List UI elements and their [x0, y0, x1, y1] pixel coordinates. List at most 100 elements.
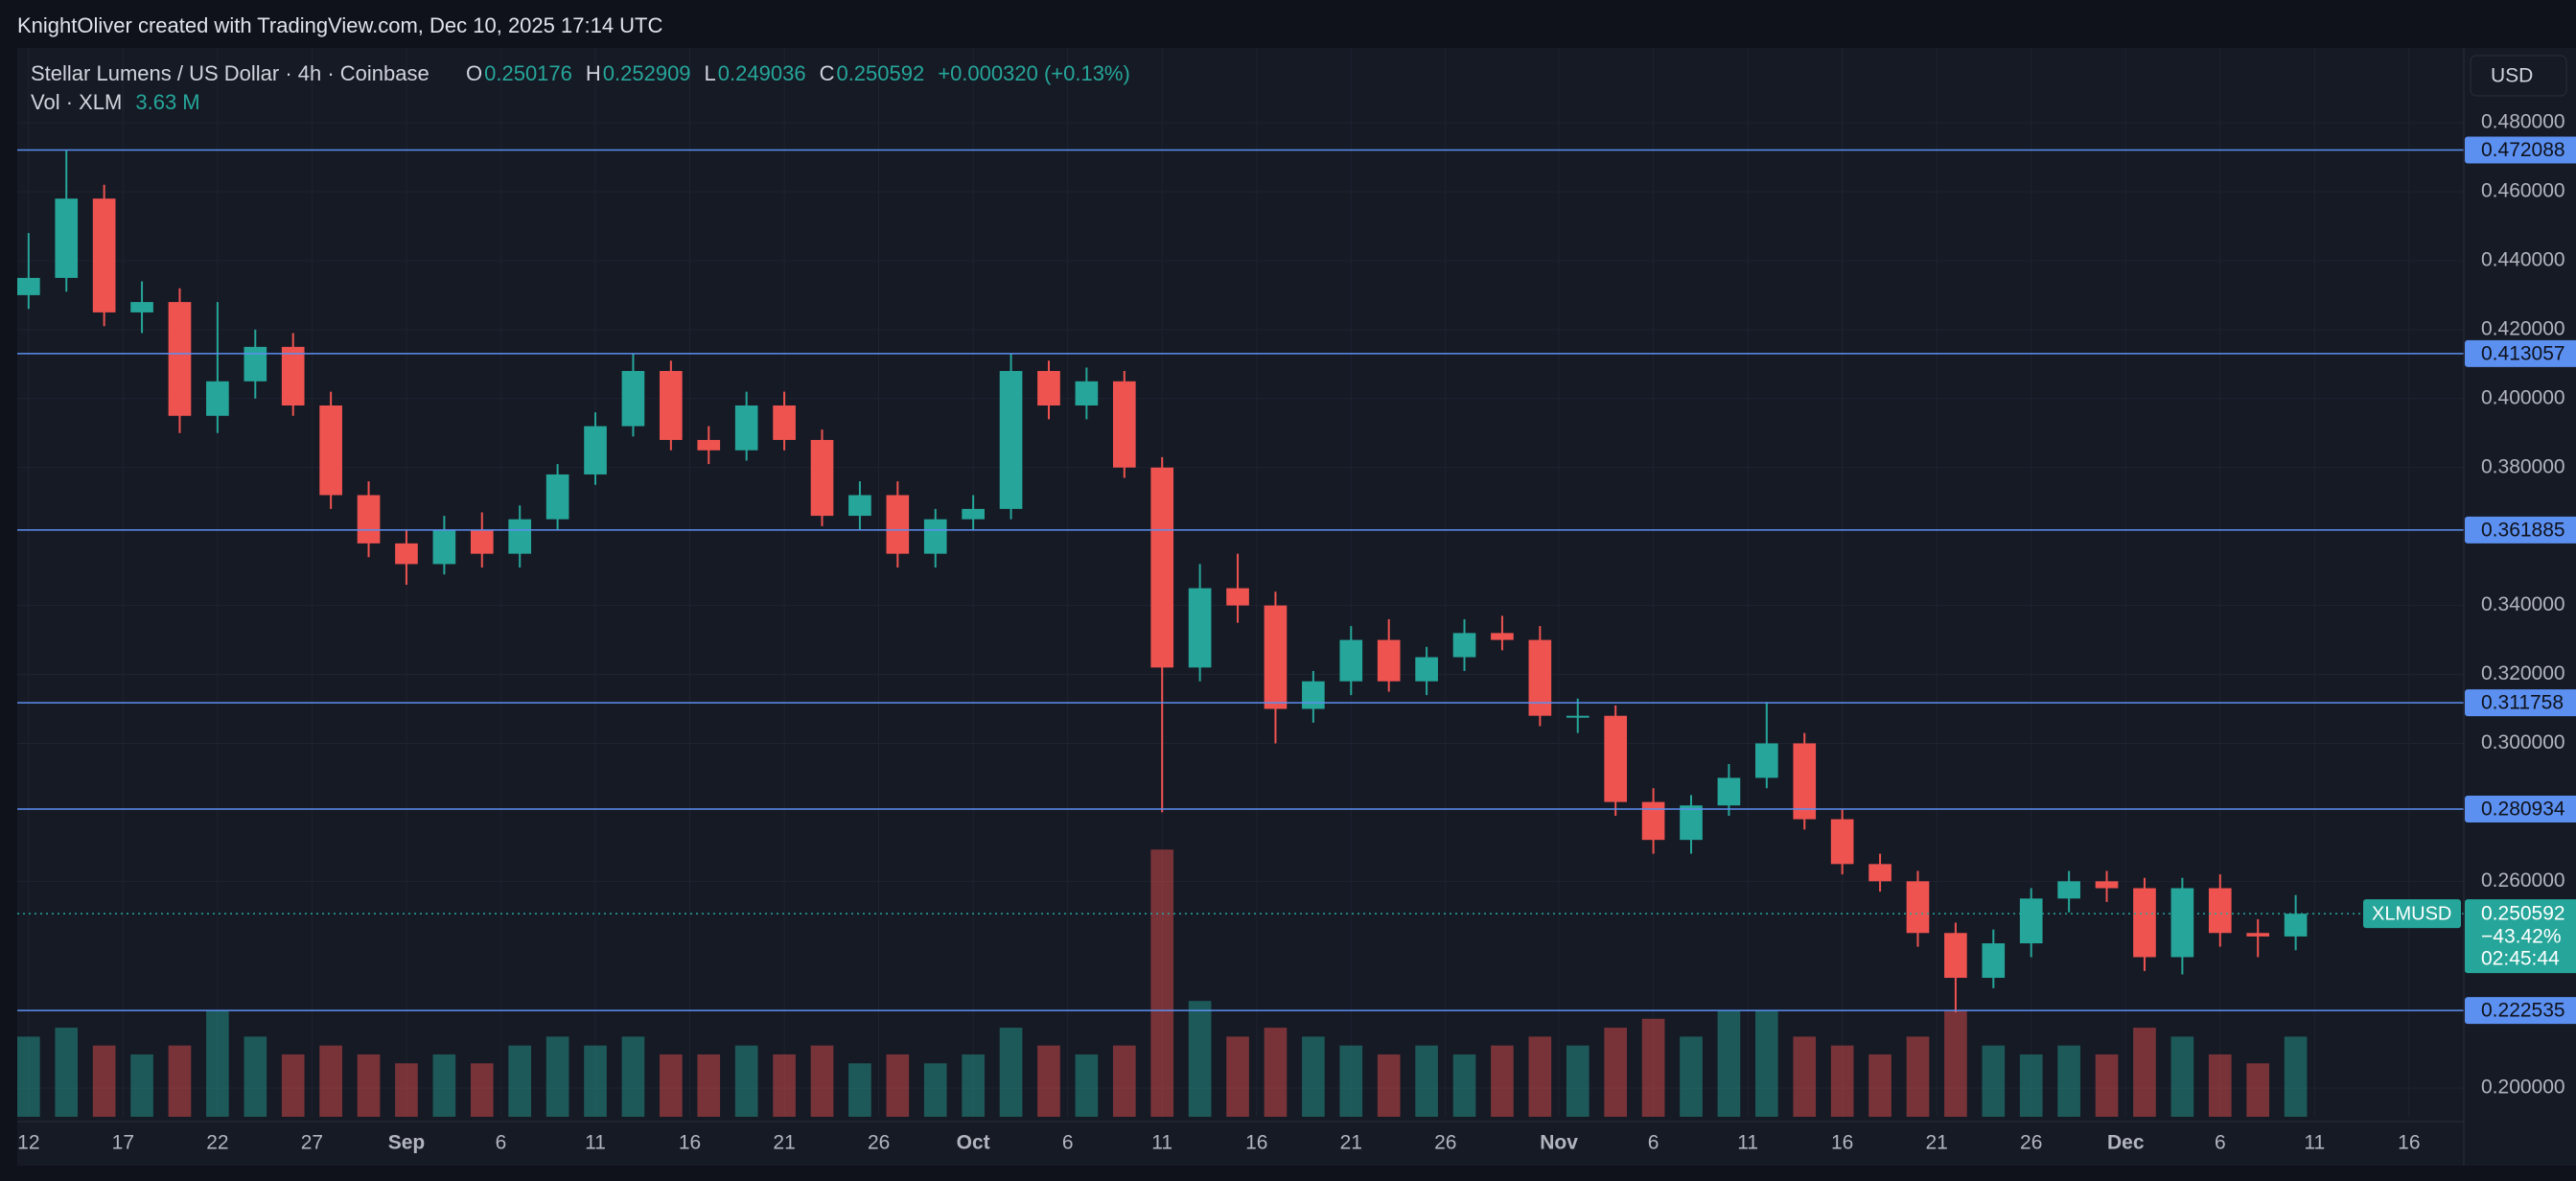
level-label: 0.222535: [2481, 1000, 2565, 1022]
volume-bar: [1264, 1028, 1288, 1117]
candle-body: [281, 346, 305, 405]
x-tick-label: 21: [1340, 1132, 1362, 1154]
volume-bar: [1641, 1018, 1665, 1117]
volume-bar: [1755, 1009, 1778, 1117]
volume-bar: [1868, 1054, 1891, 1117]
y-tick-label: 0.420000: [2481, 317, 2565, 339]
x-tick-label: 26: [1434, 1132, 1456, 1154]
volume-bar: [2284, 1036, 2308, 1117]
last-price-tag: [2465, 899, 2576, 974]
volume-bar: [999, 1028, 1023, 1117]
volume-bar: [1906, 1036, 1930, 1117]
x-tick-label: Nov: [1540, 1132, 1578, 1154]
ohlc-value: 0.250176: [484, 61, 572, 85]
credit: KnightOliver created with TradingView.co…: [17, 13, 662, 37]
x-tick-label: 6: [496, 1132, 507, 1154]
level-tag: [2465, 997, 2576, 1025]
x-tick-label: 6: [1062, 1132, 1074, 1154]
candle-body: [508, 519, 532, 554]
ohlc-key: L: [705, 61, 716, 85]
level-label: 0.311758: [2481, 692, 2564, 714]
x-tick-label: 26: [2020, 1132, 2042, 1154]
level-label: 0.413057: [2481, 342, 2565, 364]
volume-bar: [2208, 1054, 2232, 1117]
level-tag: [2465, 516, 2576, 544]
level-label: 0.472088: [2481, 139, 2565, 161]
x-tick-label: 17: [112, 1132, 134, 1154]
volume-bar: [697, 1054, 721, 1117]
y-tick-label: 0.440000: [2481, 248, 2565, 270]
volume-bar: [2246, 1063, 2270, 1117]
candle-body: [432, 529, 456, 565]
volume-bar: [1150, 849, 1174, 1117]
x-tick-label: 12: [17, 1132, 39, 1154]
x-tick-label: 21: [1926, 1132, 1948, 1154]
candle-body: [1150, 467, 1174, 668]
chart-title: Stellar Lumens / US Dollar · 4h · Coinba…: [31, 61, 429, 85]
volume-bar: [2133, 1028, 2156, 1117]
level-tag: [2465, 339, 2576, 367]
candle-body: [55, 198, 79, 278]
volume-bar: [1188, 1001, 1212, 1117]
ohlc-key: C: [820, 61, 835, 85]
y-tick-label: 0.200000: [2481, 1077, 2565, 1099]
ohlc-value: 0.252909: [603, 61, 691, 85]
symbol-label: XLMUSD: [2372, 903, 2451, 924]
volume-bar: [2057, 1045, 2080, 1117]
candle-body: [244, 346, 267, 382]
volume-bar: [545, 1036, 569, 1117]
candle-body: [1226, 588, 1249, 606]
y-tick-label: 0.480000: [2481, 111, 2565, 133]
volume-bar: [1302, 1036, 1325, 1117]
candle-body: [2246, 933, 2270, 937]
candle-body: [2057, 881, 2080, 899]
candle-body: [1868, 864, 1891, 882]
candle-body: [1906, 881, 1930, 934]
volume-bar: [395, 1063, 418, 1117]
candle-body: [810, 439, 834, 517]
volume-bar: [55, 1028, 79, 1117]
candle-body: [962, 508, 985, 520]
candle-body: [1755, 743, 1778, 778]
candle-body: [2133, 888, 2156, 958]
volume-bar: [2019, 1054, 2043, 1117]
volume-value: 3.63 M: [135, 90, 199, 114]
currency-label[interactable]: USD: [2491, 65, 2533, 87]
volume-bar: [92, 1045, 116, 1117]
volume-bar: [1452, 1054, 1476, 1117]
x-tick-label: 11: [1737, 1132, 1758, 1154]
x-tick-label: 6: [1648, 1132, 1659, 1154]
x-tick-label: Sep: [388, 1132, 426, 1154]
candle-body: [1528, 639, 1552, 716]
candle-body: [697, 439, 721, 451]
level-label: 0.361885: [2481, 519, 2565, 541]
candle-body: [1112, 381, 1136, 468]
volume-bar: [1982, 1045, 2006, 1117]
currency-button[interactable]: [2470, 55, 2567, 97]
y-tick-label: 0.300000: [2481, 731, 2565, 753]
volume-bar: [130, 1054, 153, 1117]
candle-body: [734, 405, 758, 451]
x-tick-label: 11: [2304, 1132, 2325, 1154]
y-tick-label: 0.460000: [2481, 180, 2565, 202]
candle-body: [886, 495, 910, 554]
x-tick-label: 16: [1245, 1132, 1267, 1154]
volume-bar: [660, 1054, 683, 1117]
plot-background: [17, 48, 2576, 1166]
volume-bar: [281, 1054, 305, 1117]
volume-bar: [1491, 1045, 1514, 1117]
candle-body: [130, 302, 153, 313]
candle-body: [2095, 881, 2119, 889]
candle-body: [1415, 657, 1438, 682]
volume-bar: [1339, 1045, 1363, 1117]
symbol-tag: [2363, 899, 2461, 929]
candle-body: [1377, 639, 1401, 682]
volume-bar: [1717, 1009, 1741, 1117]
candle-body: [395, 543, 418, 565]
candle-body: [848, 495, 871, 517]
volume-bar: [584, 1045, 607, 1117]
volume-bar: [848, 1063, 871, 1117]
volume-bar: [357, 1054, 381, 1117]
volume-bar: [432, 1054, 456, 1117]
